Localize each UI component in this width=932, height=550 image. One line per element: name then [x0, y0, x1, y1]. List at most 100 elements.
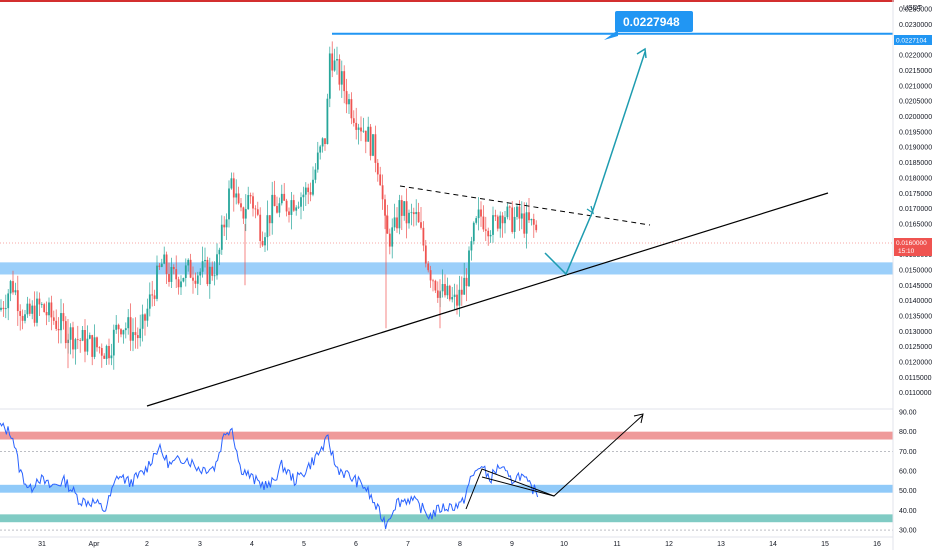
candle — [153, 289, 156, 307]
candle — [172, 264, 175, 275]
candle-body — [307, 187, 310, 193]
target-price-tag: 0.0227104 — [894, 35, 932, 45]
candle — [530, 218, 533, 226]
date-tick-label: 31 — [38, 541, 46, 548]
candle-body — [232, 178, 235, 198]
currency-label: USDT — [903, 5, 923, 12]
candle-body — [194, 280, 197, 284]
candle — [148, 282, 151, 317]
candle-body — [427, 263, 430, 271]
oscillator-trend-drawing[interactable] — [465, 414, 644, 510]
descending-trendline[interactable] — [399, 185, 651, 226]
candle — [14, 282, 17, 296]
candle-body — [79, 339, 82, 341]
support-zone[interactable] — [0, 262, 893, 275]
candle — [511, 201, 514, 234]
date-tick-label: 13 — [717, 541, 725, 548]
current-price-tag: 0.0160000 15:10 — [894, 238, 932, 256]
candle-body — [127, 317, 130, 329]
candle — [451, 286, 454, 303]
candle — [314, 163, 317, 184]
candle-body — [266, 215, 269, 238]
candle — [100, 343, 103, 368]
oversold-zone[interactable] — [0, 514, 893, 523]
candle-body — [163, 254, 166, 264]
candle-body — [472, 222, 475, 242]
candle-body — [460, 289, 463, 295]
candle-body — [338, 59, 341, 85]
candle — [388, 228, 391, 255]
candle-body — [480, 209, 482, 217]
candle-body — [408, 212, 410, 224]
candle — [261, 231, 264, 247]
candle-body — [364, 130, 367, 142]
candle-body — [412, 212, 415, 215]
oscillator-pane[interactable] — [0, 413, 893, 531]
ascending-trendline[interactable] — [146, 192, 829, 407]
price-pane[interactable] — [0, 32, 893, 407]
candle — [300, 192, 302, 220]
candle — [427, 260, 430, 273]
candle-body — [444, 284, 446, 296]
price-tick-label: 0.0125000 — [899, 344, 932, 351]
candle — [465, 268, 468, 302]
candle — [278, 197, 281, 218]
candle-body — [499, 215, 502, 229]
candle-body — [81, 330, 84, 341]
candle — [285, 198, 288, 217]
candle-body — [400, 200, 403, 216]
candle — [199, 268, 202, 286]
candle — [129, 303, 132, 351]
candle-body — [316, 152, 319, 170]
candle-body — [223, 224, 226, 228]
candle — [350, 92, 353, 125]
candle-body — [278, 203, 281, 213]
candle — [532, 213, 535, 238]
candle — [177, 276, 180, 295]
candle-body — [350, 99, 353, 119]
candle-body — [388, 233, 391, 247]
candle — [182, 277, 185, 283]
projection-path[interactable] — [544, 51, 646, 276]
overbought-zone[interactable] — [0, 431, 893, 440]
candle — [499, 211, 502, 238]
candle — [484, 216, 487, 242]
date-tick-label: 6 — [354, 541, 358, 548]
candle-body — [513, 216, 516, 232]
oscillator-divergence-line[interactable] — [481, 476, 555, 497]
candle-body — [235, 193, 238, 198]
candle-body — [100, 348, 103, 356]
oscillator-line[interactable] — [0, 422, 539, 530]
target-callout[interactable]: 0.0227948 — [604, 11, 693, 40]
candle-body — [496, 216, 499, 229]
candle-body — [264, 237, 266, 246]
svg-text:0.0227104: 0.0227104 — [896, 38, 927, 45]
candle — [436, 281, 439, 303]
candle — [405, 188, 408, 239]
candle-body — [422, 227, 425, 246]
time-axis[interactable]: 31 Apr 2 3 4 5 6 7 8 9 10 11 12 13 14 15 16 — [0, 536, 893, 548]
mid-zone[interactable] — [0, 484, 893, 493]
candle-body — [204, 259, 206, 262]
candle-body — [528, 212, 530, 221]
candle — [48, 297, 50, 322]
candle-body — [280, 193, 283, 204]
candle-body — [352, 118, 355, 123]
candle-body — [237, 193, 240, 204]
candle — [316, 141, 319, 173]
candle — [196, 271, 199, 296]
candle-body — [321, 138, 324, 147]
candle — [201, 246, 204, 278]
candle-body — [72, 327, 74, 350]
candle — [379, 166, 382, 186]
projection-arrowhead — [636, 47, 647, 59]
candle-body — [216, 254, 218, 276]
candle-body — [2, 307, 5, 310]
candle-body — [48, 302, 50, 316]
candle-body — [336, 59, 338, 61]
candle-body — [50, 302, 53, 318]
candle — [24, 309, 26, 324]
candle-body — [153, 295, 156, 299]
candle — [516, 204, 518, 220]
